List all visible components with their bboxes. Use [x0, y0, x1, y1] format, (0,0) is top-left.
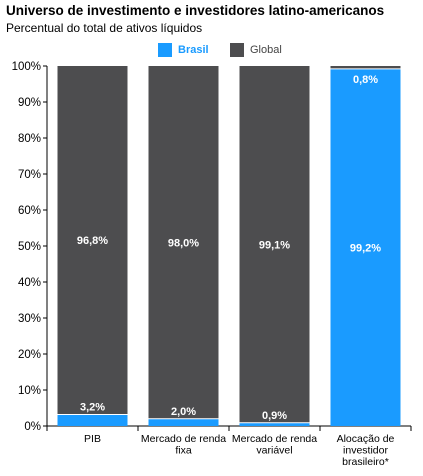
bar-brasil	[148, 418, 219, 426]
data-label-brasil: 3,2%	[80, 401, 105, 413]
chart-subtitle: Percentual do total de ativos líquidos	[6, 21, 203, 35]
x-category-label: brasileiro*	[342, 456, 389, 468]
data-label-global: 96,8%	[77, 235, 108, 247]
y-tick-label: 10%	[18, 385, 41, 397]
y-tick-label: 100%	[12, 61, 41, 73]
legend-label-global: Global	[250, 44, 282, 56]
bar-global	[239, 66, 310, 423]
legend-item-brasil: Brasil	[158, 42, 209, 58]
bar-global	[57, 66, 128, 415]
legend-item-global: Global	[230, 42, 282, 58]
bar-global	[148, 66, 219, 419]
y-tick-label: 70%	[18, 169, 41, 181]
y-tick-label: 60%	[18, 205, 41, 217]
x-category-label: fixa	[175, 445, 192, 457]
data-label-global: 0,8%	[353, 74, 378, 86]
bar-brasil	[239, 422, 310, 426]
y-tick-label: 40%	[18, 277, 41, 289]
data-label-brasil: 0,9%	[262, 410, 287, 422]
y-tick-label: 0%	[24, 421, 41, 433]
y-tick-label: 80%	[18, 133, 41, 145]
x-category-label: investidor	[343, 445, 388, 457]
y-tick-label: 90%	[18, 97, 41, 109]
legend-swatch-brasil	[158, 43, 172, 57]
data-label-global: 98,0%	[168, 237, 199, 249]
bar-brasil	[57, 414, 128, 426]
x-category-label: Mercado de renda	[141, 433, 226, 445]
data-label-brasil: 99,2%	[350, 242, 381, 254]
legend-swatch-global	[230, 43, 244, 57]
y-tick-label: 50%	[18, 241, 41, 253]
x-category-label: PIB	[84, 433, 101, 445]
data-label-brasil: 2,0%	[171, 406, 196, 418]
data-label-global: 99,1%	[259, 239, 290, 251]
chart-title: Universo de investimento e investidores …	[6, 3, 385, 18]
x-category-label: variável	[256, 445, 292, 457]
x-category-label: Mercado de renda	[232, 433, 317, 445]
bar-brasil	[330, 68, 401, 426]
x-category-label: Alocação de	[337, 433, 395, 445]
y-tick-label: 30%	[18, 313, 41, 325]
y-tick-label: 20%	[18, 349, 41, 361]
legend-label-brasil: Brasil	[178, 44, 209, 56]
bar-global	[330, 66, 401, 69]
